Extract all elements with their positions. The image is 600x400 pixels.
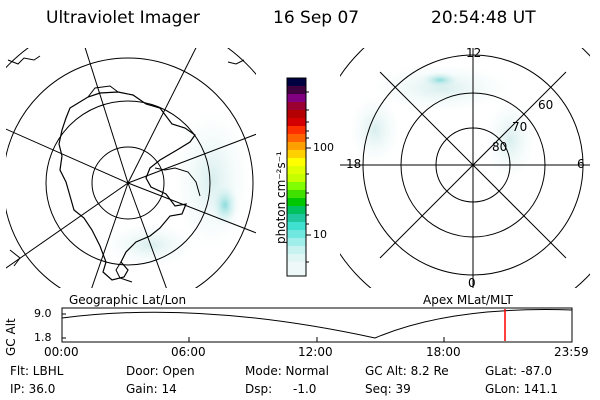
x-tick-0600: 06:00 — [171, 345, 206, 359]
footer-glon: GLon: 141.1 — [485, 382, 558, 396]
date-label: 16 Sep 07 — [273, 8, 360, 28]
footer-ip: IP: 36.0 — [10, 382, 56, 396]
mlt-label-left: 18 — [346, 157, 362, 171]
altitude-ylabel: GC Alt — [4, 318, 18, 356]
aurora-glow-lower — [105, 223, 195, 267]
mlt-lines — [340, 48, 590, 288]
footer-glat: GLat: -87.0 — [485, 364, 552, 378]
lat-circle-inner — [91, 146, 165, 220]
altitude-ytick-high: 9.0 — [34, 307, 52, 320]
footer-dsp-value: -1.0 — [293, 382, 317, 396]
right-panel-label: Apex MLat/MLT — [423, 293, 513, 307]
colorbar-tick-100: 100 — [313, 141, 334, 154]
mlt-label-bottom: 0 — [468, 276, 476, 290]
footer-gain: Gain: 14 — [126, 382, 177, 396]
x-tick-1200: 12:00 — [298, 345, 333, 359]
footer-door: Door: Open — [126, 364, 195, 378]
footer-mode: Mode: Normal — [245, 364, 329, 378]
left-panel-label: Geographic Lat/Lon — [69, 293, 187, 307]
footer-seq: Seq: 39 — [365, 382, 411, 396]
altitude-curve — [61, 309, 573, 339]
mlt-label-right: 6 — [577, 157, 585, 171]
lat-circle-outer — [6, 57, 254, 288]
footer-gc-alt: GC Alt: 8.2 Re — [365, 364, 449, 378]
footer-filter: Flt: LBHL — [10, 364, 64, 378]
x-tick-1800: 18:00 — [426, 345, 461, 359]
altitude-ytick-low: 1.8 — [34, 331, 52, 344]
mlt-label-top: 12 — [466, 46, 482, 60]
colorbar-tick-10: 10 — [313, 228, 327, 241]
aurora-glow-core — [211, 183, 239, 227]
colorbar-unit-label: photon cm⁻²s⁻¹ — [274, 151, 288, 244]
altitude-plot — [61, 307, 573, 343]
instrument-title: Ultraviolet Imager — [46, 8, 200, 28]
colorbar — [286, 77, 311, 277]
geographic-map — [6, 48, 256, 288]
antarctica-coastline — [58, 91, 196, 281]
aurora-oval-glow — [372, 64, 512, 112]
lat-circle-middle — [45, 100, 211, 266]
aurora-oval-core — [420, 72, 460, 88]
aurora-glow-outer — [174, 110, 250, 250]
x-tick-2359: 23:59 — [554, 345, 589, 359]
meridian-lines — [6, 48, 256, 288]
time-label: 20:54:48 UT — [431, 8, 536, 28]
footer-dsp-label: Dsp: — [245, 382, 273, 396]
mlat-label-80: 80 — [492, 140, 508, 154]
mlat-label-70: 70 — [512, 120, 528, 134]
magnetic-map — [340, 48, 590, 288]
mlat-label-60: 60 — [538, 98, 554, 112]
x-tick-0000: 00:00 — [44, 345, 79, 359]
